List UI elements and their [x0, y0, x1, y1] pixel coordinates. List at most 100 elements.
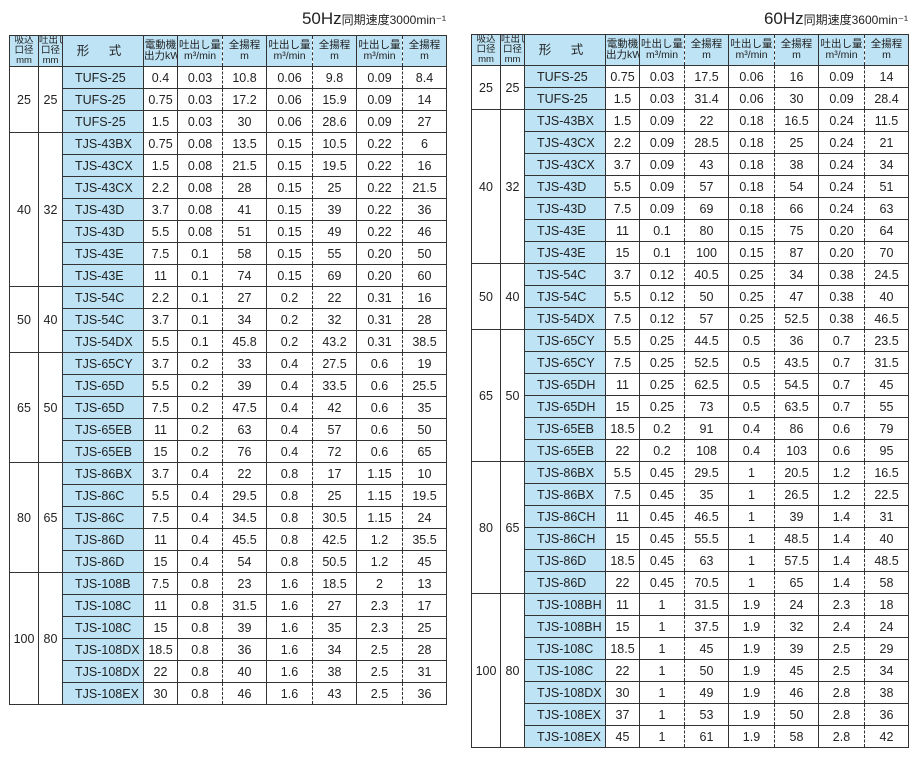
table-row: TUFS-25 0.75 0.03 17.2 0.06 15.9 0.09 14	[10, 88, 447, 111]
table-row: TJS-86BX 7.5 0.45 35 1 26.5 1.2 22.5	[472, 483, 909, 506]
flow: 1.15	[356, 484, 403, 507]
head: 48.5	[864, 549, 909, 572]
head: 60	[402, 264, 447, 287]
head: 31.5	[222, 594, 267, 617]
head: 44.5	[684, 329, 729, 352]
flow: 0.12	[639, 263, 685, 286]
model-cell: TUFS-25	[524, 87, 606, 110]
table-row: TJS-86D 22 0.45 70.5 1 65 1.4 58	[472, 571, 909, 594]
head: 38	[864, 681, 909, 704]
flow: 0.45	[639, 461, 685, 484]
head: 18.5	[312, 572, 357, 595]
flow: 0.4	[266, 418, 313, 441]
motor-output: 1.5	[143, 154, 178, 177]
flow: 0.8	[266, 506, 313, 529]
head: 23	[222, 572, 267, 595]
title-speed: 同期速度3600min⁻¹	[803, 13, 908, 27]
header-line: m³/min	[363, 50, 396, 62]
motor-output: 22	[605, 439, 640, 462]
motor-output: 0.75	[143, 132, 178, 155]
head: 8.4	[402, 66, 447, 89]
head: 10.5	[312, 132, 357, 155]
motor-output: 22	[605, 571, 640, 594]
model-cell: TJS-86CH	[524, 527, 606, 550]
model-cell: TJS-108EX	[524, 725, 606, 748]
table-row: 50 40 TJS-54C 3.7 0.12 40.5 0.25 34 0.38 24.5	[471, 263, 909, 330]
head: 45.5	[222, 528, 267, 551]
head: 39	[312, 198, 357, 221]
model-cell: TJS-43D	[62, 220, 144, 243]
motor-output: 15	[605, 241, 640, 264]
header-line: 吐出し	[501, 34, 524, 45]
flow: 1.9	[728, 659, 775, 682]
header-line: m	[792, 49, 801, 61]
flow: 0.45	[639, 527, 685, 550]
header-flow: 吐出し量 m³/min	[818, 34, 865, 66]
flow: 2.5	[356, 682, 403, 705]
head: 22	[222, 462, 267, 485]
table-row: TJS-108DX 18.5 0.8 36 1.6 34 2.5 28	[10, 638, 447, 661]
head: 17.5	[684, 65, 729, 88]
flow: 1.6	[266, 682, 313, 705]
head: 36	[864, 703, 909, 726]
flow: 0.8	[177, 616, 223, 639]
table-row: TJS-65EB 11 0.2 63 0.4 57 0.6 50	[10, 418, 447, 441]
discharge-bore: 40	[500, 263, 525, 330]
motor-output: 3.7	[605, 263, 640, 286]
flow: 0.8	[177, 682, 223, 705]
head: 43	[312, 682, 357, 705]
suction-bore: 50	[9, 286, 39, 353]
discharge-bore: 25	[500, 65, 525, 110]
head: 25.5	[402, 374, 447, 397]
motor-output: 18.5	[143, 638, 178, 661]
header-head: 全揚程 m	[222, 35, 267, 67]
head: 55.5	[684, 527, 729, 550]
head: 80	[684, 219, 729, 242]
head: 46	[222, 682, 267, 705]
header-model: 形 式	[62, 35, 144, 67]
header-line: 電動機	[606, 38, 639, 50]
spec-table-60hz: 吸込口径mm吐出し口径mm形 式電動機出力kW吐出し量m³/min全揚程m吐出し…	[471, 34, 909, 748]
flow: 1	[639, 637, 685, 660]
flow: 0.4	[177, 528, 223, 551]
flow: 0.8	[266, 528, 313, 551]
flow: 0.4	[266, 374, 313, 397]
header-head: 全揚程 m	[402, 35, 447, 67]
head: 65	[774, 571, 819, 594]
flow: 1	[639, 593, 685, 616]
header-model: 形 式	[524, 34, 606, 66]
flow: 0.25	[639, 351, 685, 374]
header-line: 吐出し量	[179, 39, 221, 51]
flow: 0.8	[177, 660, 223, 683]
flow: 0.2	[177, 418, 223, 441]
head: 42	[312, 396, 357, 419]
flow: 0.15	[266, 132, 313, 155]
model-cell: TJS-108BH	[524, 593, 606, 616]
table-row: TJS-43D 5.5 0.09 57 0.18 54 0.24 51	[472, 175, 909, 198]
flow: 1.4	[818, 549, 865, 572]
head: 64	[864, 219, 909, 242]
flow: 0.5	[728, 329, 775, 352]
flow: 0.4	[728, 439, 775, 462]
header-line: 吸込	[14, 35, 34, 46]
flow: 0.18	[728, 109, 775, 132]
flow: 0.1	[639, 219, 685, 242]
head: 23.5	[864, 329, 909, 352]
table-row: TJS-108C 11 0.8 31.5 1.6 27 2.3 17	[10, 594, 447, 617]
header-motor: 電動機 出力kW	[143, 35, 178, 67]
head: 69	[684, 197, 729, 220]
model-cell: TJS-108EX	[524, 703, 606, 726]
model-cell: TJS-43CX	[524, 153, 606, 176]
discharge-bore: 32	[38, 132, 63, 287]
head: 40.5	[684, 263, 729, 286]
head: 45	[774, 659, 819, 682]
head: 63	[684, 549, 729, 572]
flow: 0.12	[639, 307, 685, 330]
flow: 0.2	[177, 352, 223, 375]
head: 47	[774, 285, 819, 308]
motor-output: 18.5	[605, 417, 640, 440]
table-row: TJS-65EB 22 0.2 108 0.4 103 0.6 95	[472, 439, 909, 462]
model-cell: TJS-43E	[62, 264, 144, 287]
head: 36	[402, 198, 447, 221]
head: 29	[864, 637, 909, 660]
